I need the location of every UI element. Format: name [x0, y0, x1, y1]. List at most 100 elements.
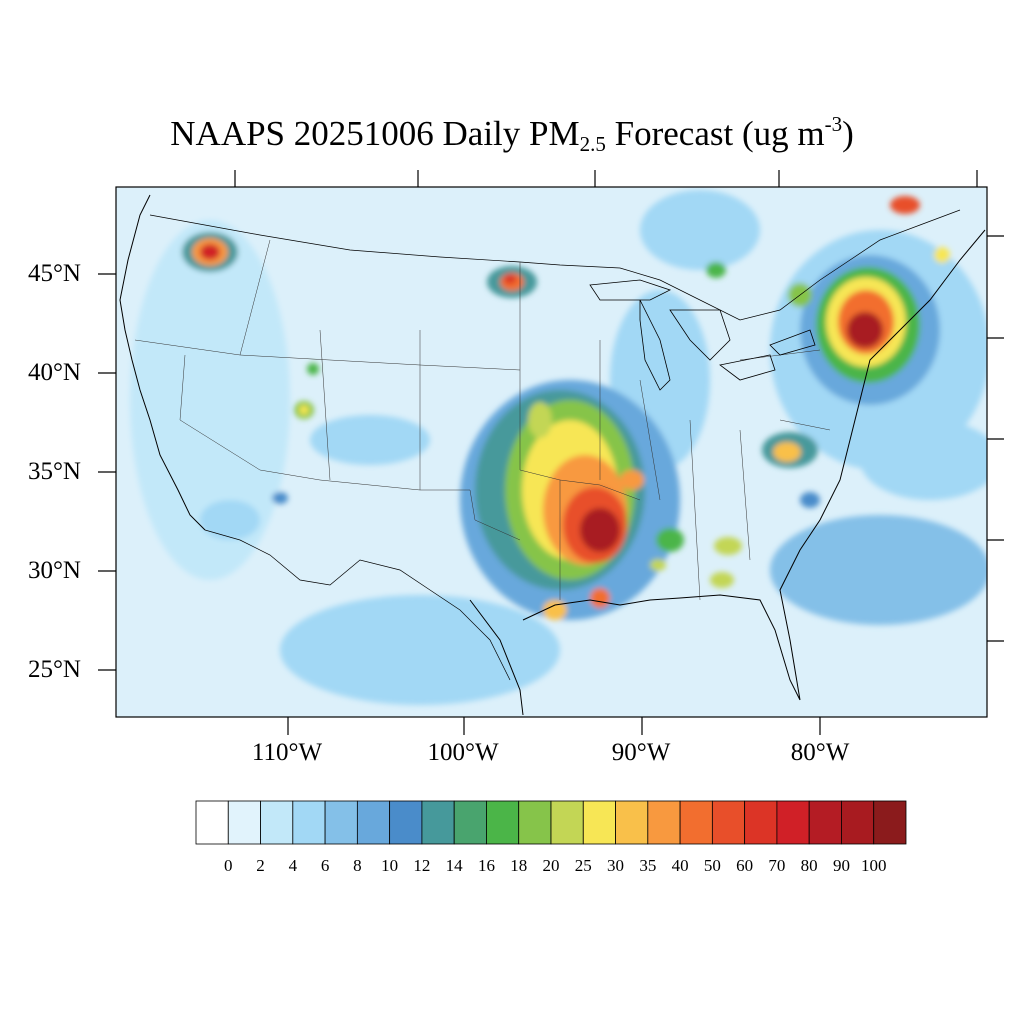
colorbar-box: [227, 800, 261, 845]
colorbar-label: 50: [703, 856, 721, 875]
coastline-borders: [119, 194, 986, 716]
west-coast-line: [119, 194, 206, 531]
colorbar-box: [195, 800, 229, 845]
concentration-patch: [299, 405, 309, 415]
concentration-patch: [706, 262, 726, 278]
colorbar-box: [873, 800, 907, 845]
right-ticks: [987, 235, 1004, 642]
concentration-patch: [770, 515, 987, 625]
colorbar-label: 100: [860, 856, 887, 875]
colorbar: [195, 800, 907, 845]
map-title: NAAPS 20251006 Daily PM2.5 Forecast (ug …: [0, 112, 1024, 157]
colorbar-box: [647, 800, 681, 845]
colorbar-label: 16: [477, 856, 495, 875]
concentration-patch: [272, 492, 288, 504]
colorbar-box: [486, 800, 520, 845]
concentration-patch: [280, 595, 560, 705]
colorbar-label: 60: [736, 856, 754, 875]
colorbar-label: 6: [320, 856, 330, 875]
concentration-patch: [656, 528, 684, 552]
concentration-patch: [200, 244, 220, 260]
concentration-patch: [528, 402, 552, 438]
concentration-patch: [650, 559, 666, 571]
lon-label-110w: 110°W: [251, 739, 323, 766]
concentration-patch: [714, 537, 742, 555]
colorbar-box: [776, 800, 810, 845]
great-lakes: [589, 279, 816, 391]
lon-label-80w: 80°W: [790, 739, 850, 766]
colorbar-label: 80: [800, 856, 818, 875]
lat-label-45: 45°N: [27, 260, 81, 287]
colorbar-label: 40: [671, 856, 689, 875]
colorbar-box: [679, 800, 713, 845]
concentration-patch: [710, 572, 734, 588]
lat-label-30: 30°N: [27, 557, 81, 584]
colorbar-box: [421, 800, 455, 845]
colorbar-label: 14: [445, 856, 463, 875]
concentration-patch: [890, 196, 920, 214]
title-suffix: ): [842, 114, 854, 153]
colorbar-box: [356, 800, 391, 845]
concentration-patch: [847, 312, 883, 348]
canada-border: [149, 209, 961, 321]
colorbar-label: 25: [574, 856, 592, 875]
mexico-border: [204, 529, 511, 681]
colorbar-box: [841, 800, 875, 845]
concentration-patch: [773, 442, 801, 462]
colorbar-box: [711, 800, 746, 845]
colorbar-box: [260, 800, 294, 845]
gulf-coast-line: [469, 399, 861, 716]
colorbar-label: 8: [353, 856, 362, 875]
concentration-patch: [200, 500, 260, 540]
left-ticks: [98, 273, 116, 671]
colorbar-label: 0: [224, 856, 233, 875]
colorbar-label: 70: [768, 856, 786, 875]
title-subscript: 2.5: [579, 132, 606, 156]
colorbar-label: 30: [607, 856, 625, 875]
concentration-patch: [860, 420, 987, 500]
colorbar-label: 12: [413, 856, 431, 875]
colorbar-label: 35: [639, 856, 657, 875]
colorbar-label: 2: [256, 856, 265, 875]
concentration-patch: [130, 220, 290, 580]
colorbar-box: [292, 800, 326, 845]
concentration-field: [130, 190, 987, 705]
concentration-patch: [310, 415, 430, 465]
concentration-patch: [640, 190, 760, 270]
top-ticks: [234, 170, 978, 187]
concentration-patch: [580, 508, 620, 552]
colorbar-box: [550, 800, 584, 845]
colorbar-box: [582, 800, 616, 845]
colorbar-label: 20: [542, 856, 560, 875]
colorbar-box: [744, 800, 778, 845]
concentration-patch: [590, 588, 610, 608]
lat-label-35: 35°N: [27, 458, 81, 485]
colorbar-box: [324, 800, 358, 845]
colorbar-label: 10: [381, 856, 399, 875]
lat-label-25: 25°N: [27, 656, 81, 683]
colorbar-box: [389, 800, 423, 845]
colorbar-box: [518, 800, 552, 845]
title-prefix: NAAPS 20251006 Daily PM: [170, 114, 580, 153]
colorbar-label: 4: [288, 856, 298, 875]
concentration-patch: [800, 492, 820, 508]
concentration-patch: [504, 274, 516, 284]
lon-label-100w: 100°W: [427, 739, 499, 766]
colorbar-label: 18: [510, 856, 528, 875]
colorbar-box: [615, 800, 649, 845]
colorbar-box: [453, 800, 487, 845]
title-mid: Forecast (ug m: [605, 114, 825, 153]
map-frame: [115, 186, 988, 718]
lat-label-40: 40°N: [27, 359, 81, 386]
concentration-patch: [934, 247, 950, 263]
bottom-ticks: [287, 717, 821, 735]
lon-label-90w: 90°W: [611, 739, 671, 766]
title-superscript: -3: [824, 112, 843, 136]
concentration-patch: [543, 600, 567, 620]
concentration-patch: [307, 363, 319, 375]
colorbar-label: 90: [832, 856, 850, 875]
northeast-coast-line: [859, 229, 986, 401]
colorbar-box: [808, 800, 842, 845]
concentration-patch: [620, 470, 644, 490]
